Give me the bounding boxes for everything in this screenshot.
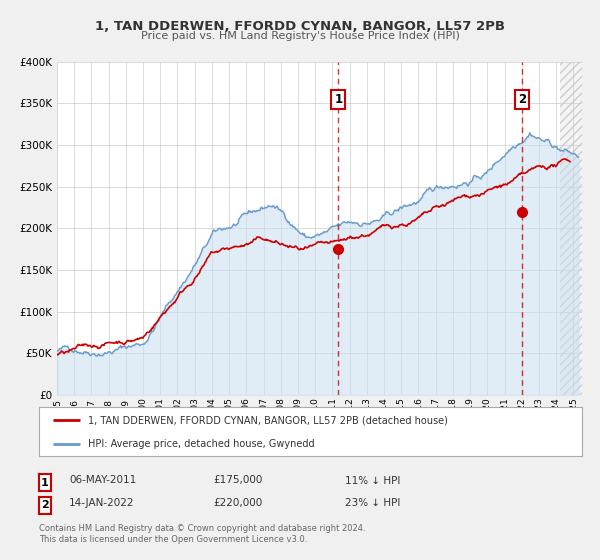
Text: 2: 2 bbox=[518, 92, 527, 106]
Text: Price paid vs. HM Land Registry's House Price Index (HPI): Price paid vs. HM Land Registry's House … bbox=[140, 31, 460, 41]
Text: 11% ↓ HPI: 11% ↓ HPI bbox=[345, 475, 400, 486]
Text: £175,000: £175,000 bbox=[213, 475, 262, 486]
Text: Contains HM Land Registry data © Crown copyright and database right 2024.: Contains HM Land Registry data © Crown c… bbox=[39, 524, 365, 533]
Text: 2: 2 bbox=[41, 500, 49, 510]
Text: £220,000: £220,000 bbox=[213, 498, 262, 508]
Text: HPI: Average price, detached house, Gwynedd: HPI: Average price, detached house, Gwyn… bbox=[88, 439, 314, 449]
Text: 06-MAY-2011: 06-MAY-2011 bbox=[69, 475, 136, 486]
Text: 14-JAN-2022: 14-JAN-2022 bbox=[69, 498, 134, 508]
Text: This data is licensed under the Open Government Licence v3.0.: This data is licensed under the Open Gov… bbox=[39, 535, 307, 544]
Text: 1, TAN DDERWEN, FFORDD CYNAN, BANGOR, LL57 2PB: 1, TAN DDERWEN, FFORDD CYNAN, BANGOR, LL… bbox=[95, 20, 505, 32]
Text: 1: 1 bbox=[334, 92, 343, 106]
Text: 1, TAN DDERWEN, FFORDD CYNAN, BANGOR, LL57 2PB (detached house): 1, TAN DDERWEN, FFORDD CYNAN, BANGOR, LL… bbox=[88, 416, 448, 426]
Bar bbox=[560, 62, 582, 395]
Text: 23% ↓ HPI: 23% ↓ HPI bbox=[345, 498, 400, 508]
Text: 1: 1 bbox=[41, 478, 49, 488]
